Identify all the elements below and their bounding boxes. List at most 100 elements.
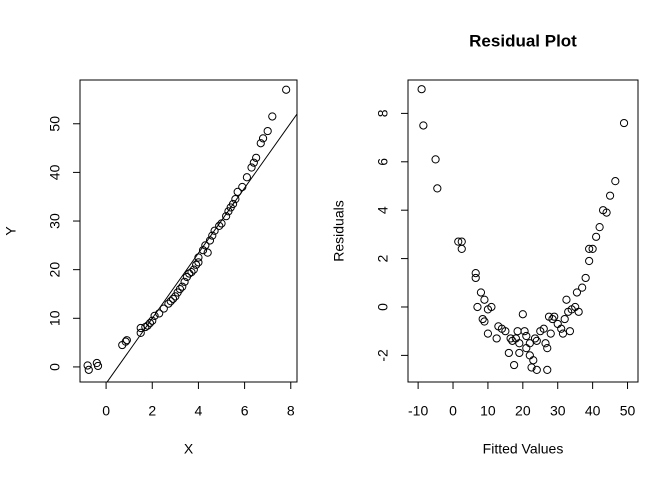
point (282, 85, 291, 94)
y-axis-label: Y (3, 226, 19, 236)
fit-line (106, 113, 297, 382)
point (215, 221, 224, 230)
point (558, 329, 568, 338)
y-tick-label: 4 (375, 206, 391, 214)
point (233, 187, 242, 196)
x-axis-label: Fitted Values (483, 441, 564, 457)
point (208, 231, 217, 240)
point (595, 223, 604, 232)
point (515, 339, 524, 348)
point (228, 199, 238, 209)
y-tick-label: 0 (47, 363, 63, 371)
x-tick-label: 10 (480, 403, 496, 419)
x-tick-label: 0 (449, 403, 457, 419)
x-tick-label: 2 (148, 403, 156, 419)
y-tick-label: 40 (47, 164, 63, 180)
point (592, 232, 601, 241)
y-tick-label: 10 (47, 310, 63, 326)
point (166, 297, 175, 306)
y-tick-label: 50 (47, 116, 63, 132)
point (168, 294, 178, 303)
point (122, 336, 131, 345)
x-tick-label: 0 (102, 403, 110, 419)
point (175, 285, 185, 294)
point (194, 253, 203, 262)
y-tick-label: 30 (47, 213, 63, 229)
point (136, 323, 145, 333)
x-tick-label: -10 (408, 403, 428, 419)
point (189, 265, 198, 274)
point (585, 244, 594, 254)
y-tick-label: 0 (375, 303, 391, 311)
x-tick-label: 50 (620, 403, 636, 419)
point (483, 329, 493, 338)
point (249, 158, 258, 167)
point (84, 365, 93, 374)
point (550, 312, 559, 321)
point (530, 334, 540, 343)
point (605, 191, 615, 200)
point (532, 336, 541, 345)
point (83, 361, 92, 370)
point (532, 365, 541, 375)
point (504, 348, 513, 358)
point (574, 307, 583, 316)
chart-title: Residual Plot (469, 31, 577, 50)
point (145, 319, 155, 328)
point (159, 304, 168, 313)
point (541, 339, 550, 348)
point (148, 316, 157, 325)
point (492, 334, 501, 343)
x-tick-label: 30 (550, 403, 566, 419)
y-axis-label: Residuals (331, 200, 347, 261)
point (557, 324, 566, 333)
point (178, 282, 187, 291)
point (210, 226, 219, 235)
point (588, 244, 597, 254)
point (560, 314, 569, 324)
point (136, 328, 145, 337)
point (187, 267, 196, 277)
y-tick-label: 6 (375, 158, 391, 166)
point (150, 311, 159, 320)
point (431, 155, 440, 164)
point (164, 299, 173, 308)
point (419, 121, 428, 130)
point (520, 327, 529, 336)
point (194, 258, 203, 267)
point (457, 244, 466, 254)
point (201, 241, 210, 250)
point (258, 134, 268, 143)
point (242, 173, 252, 182)
point (501, 327, 510, 336)
point (529, 356, 538, 365)
point (553, 319, 562, 329)
point (602, 208, 611, 217)
point (121, 337, 130, 346)
y-tick-label: 20 (47, 262, 63, 278)
y-tick-label: 2 (375, 254, 391, 262)
point (578, 283, 587, 292)
point (515, 348, 524, 358)
point (480, 295, 489, 304)
point (471, 273, 480, 283)
point (480, 317, 489, 326)
point (155, 309, 164, 318)
point (93, 361, 103, 371)
point (238, 182, 247, 192)
x-tick-label: 6 (241, 403, 249, 419)
point (203, 248, 212, 257)
point (256, 139, 265, 148)
point (522, 344, 531, 353)
point (539, 324, 548, 333)
y-tick-label: 8 (375, 109, 391, 117)
point (611, 177, 620, 186)
point (222, 212, 231, 221)
point (476, 288, 486, 297)
point (268, 112, 277, 121)
point (471, 269, 480, 278)
point (546, 329, 555, 338)
y-tick-label: -2 (375, 349, 391, 362)
point (417, 85, 426, 94)
